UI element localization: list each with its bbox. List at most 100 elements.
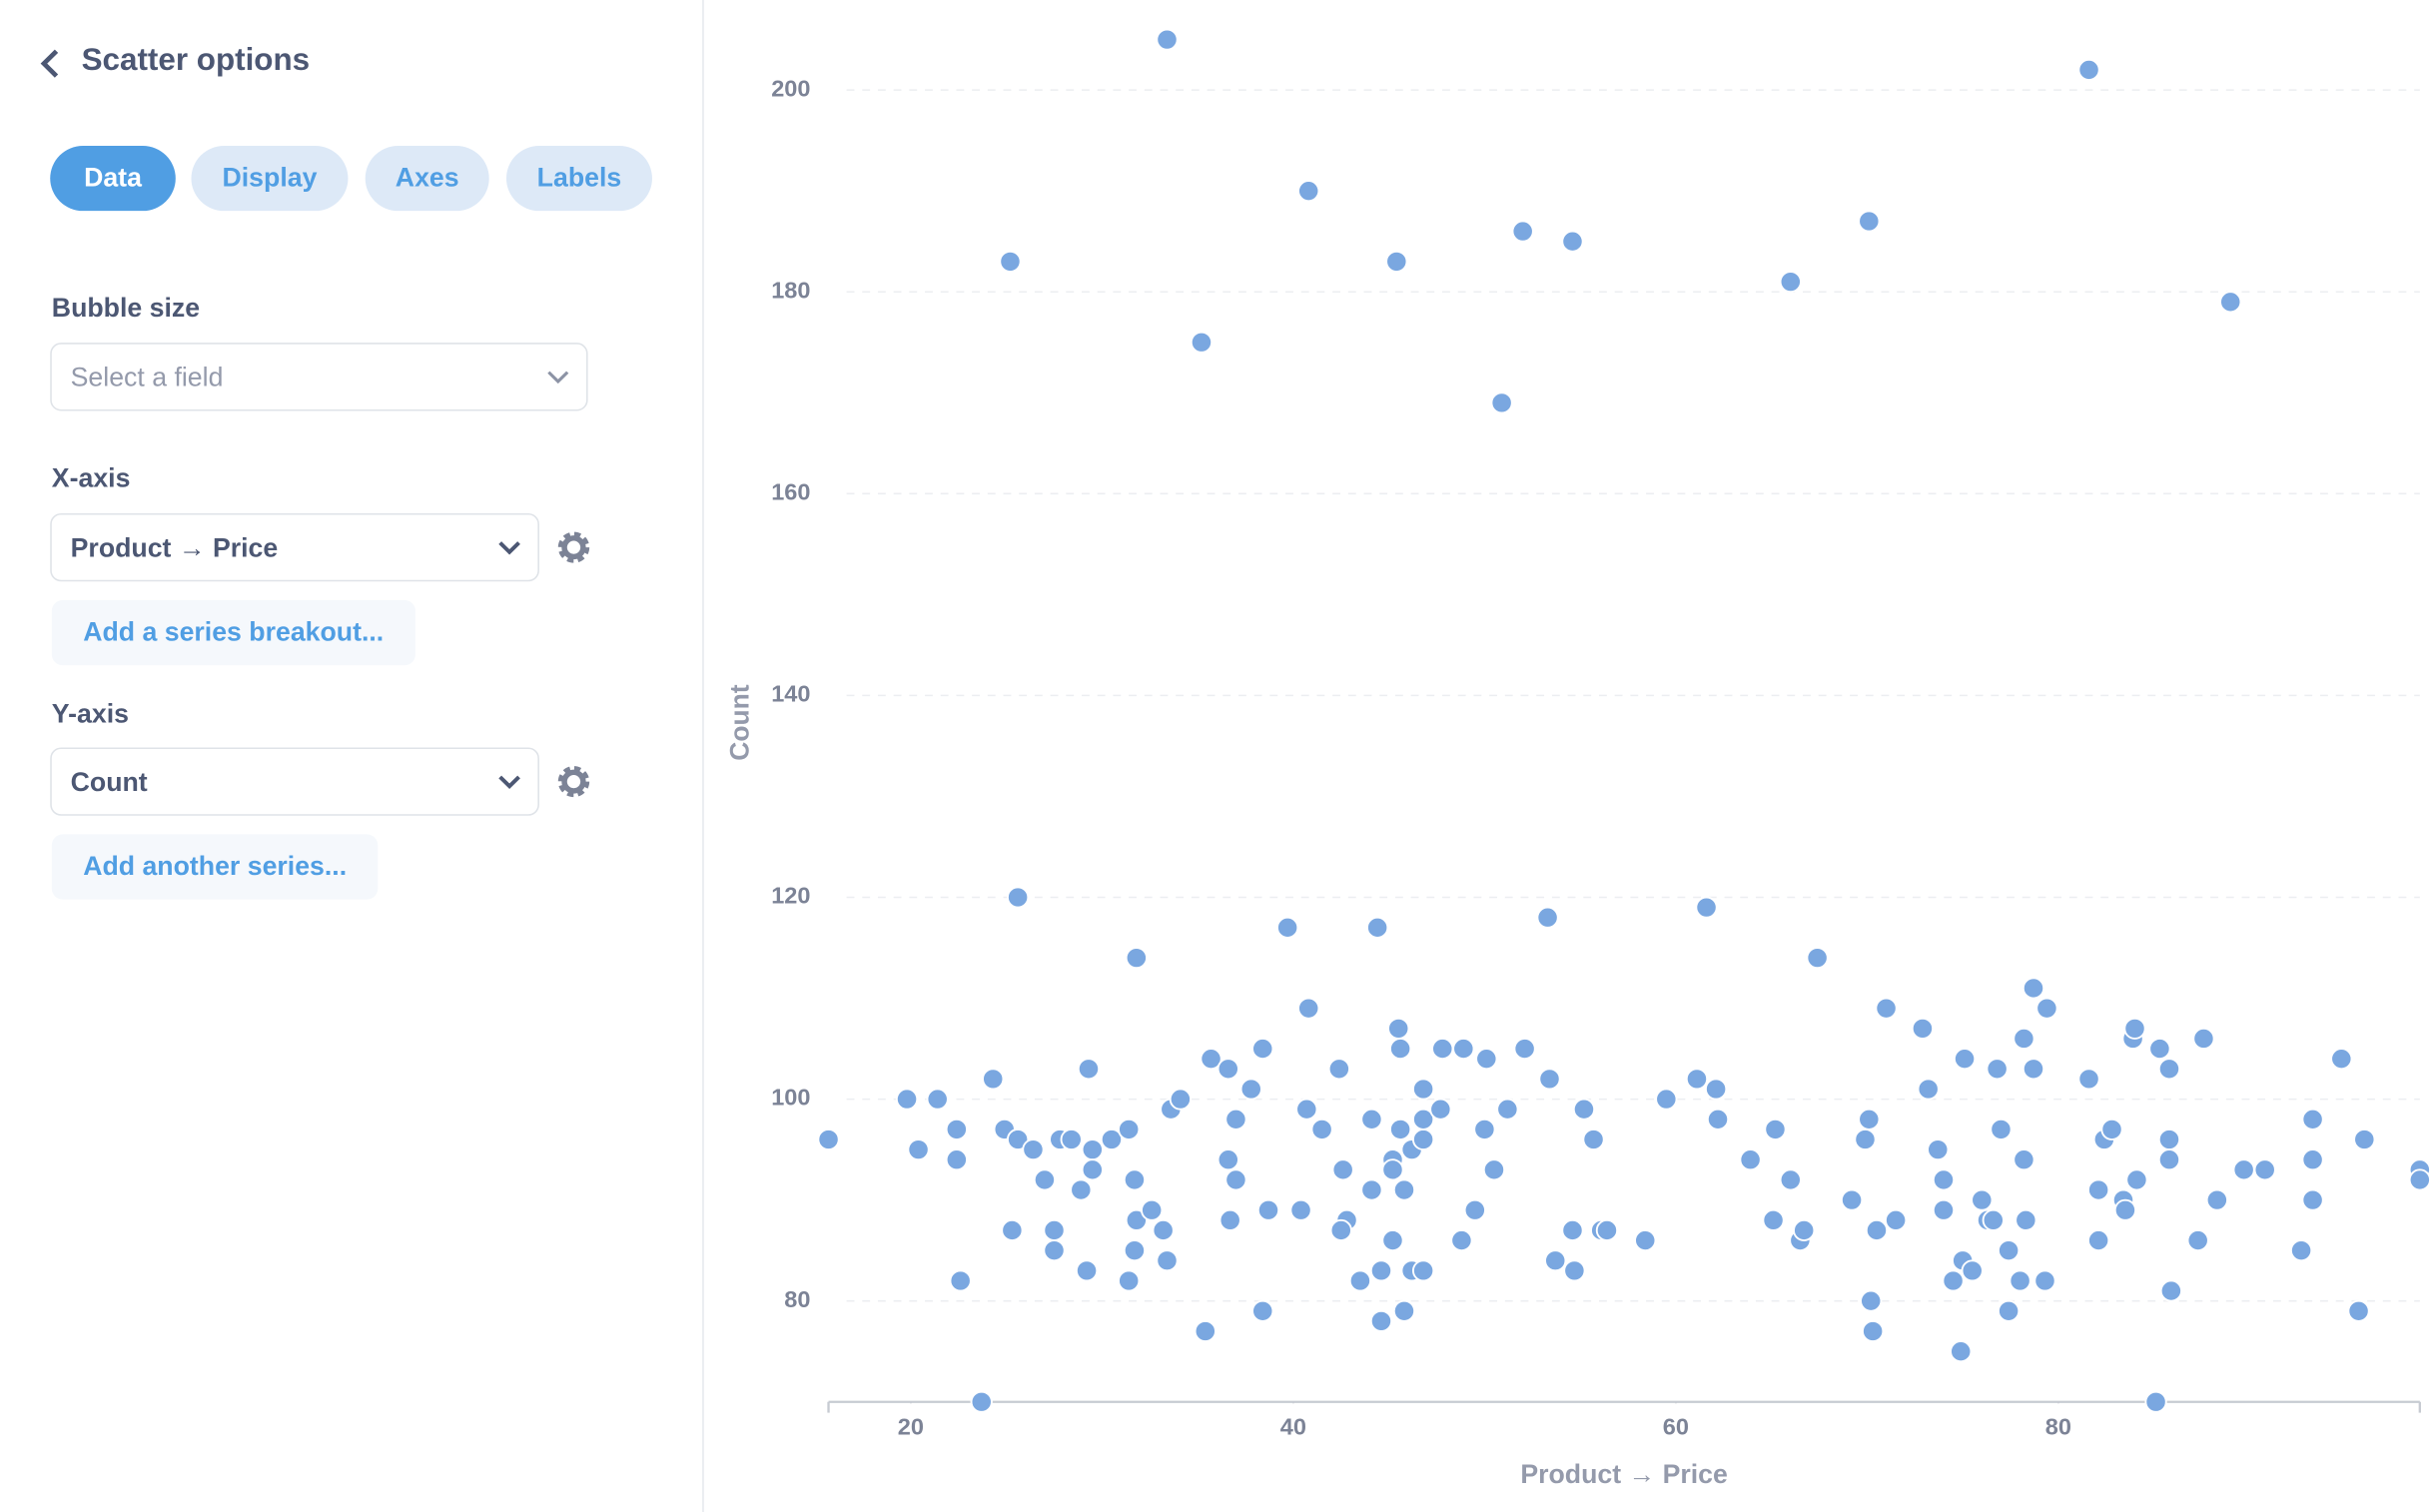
point bbox=[1582, 1128, 1605, 1151]
point bbox=[949, 1269, 972, 1292]
point bbox=[1544, 1249, 1567, 1272]
point bbox=[1297, 180, 1320, 203]
point bbox=[2330, 1048, 2353, 1071]
point bbox=[1006, 1128, 1030, 1151]
point bbox=[1932, 1168, 1956, 1191]
point bbox=[1429, 1098, 1452, 1121]
point bbox=[1275, 916, 1299, 939]
point bbox=[1118, 1269, 1141, 1292]
tab[interactable]: Axes bbox=[365, 145, 489, 212]
field-label: Bubble size bbox=[51, 293, 201, 323]
point bbox=[2301, 1188, 2324, 1211]
point bbox=[1961, 1259, 1984, 1282]
point bbox=[2100, 1118, 2123, 1140]
point bbox=[1006, 886, 1030, 909]
point bbox=[1950, 1340, 1973, 1363]
add-button[interactable]: Add a series breakout... bbox=[51, 599, 415, 666]
y-tick-label: 200 bbox=[771, 75, 810, 101]
point bbox=[2301, 1108, 2324, 1131]
select[interactable]: Count bbox=[50, 747, 539, 816]
point bbox=[1685, 1068, 1709, 1091]
point bbox=[1392, 1299, 1416, 1322]
chevron bbox=[498, 775, 520, 790]
point bbox=[895, 1088, 919, 1111]
point bbox=[1865, 1218, 1889, 1241]
point bbox=[1806, 947, 1829, 970]
point bbox=[1100, 1128, 1124, 1151]
point bbox=[1329, 1218, 1352, 1241]
point bbox=[1297, 997, 1320, 1020]
point bbox=[1411, 1128, 1435, 1151]
point bbox=[1997, 1299, 2021, 1322]
point bbox=[1563, 1259, 1586, 1282]
point bbox=[1033, 1168, 1057, 1191]
point bbox=[1536, 906, 1559, 929]
point bbox=[1224, 1108, 1247, 1131]
point bbox=[2253, 1158, 2276, 1181]
sidebar: Scatter options Data Display Axes Labels… bbox=[0, 0, 704, 1512]
point bbox=[1655, 1088, 1678, 1111]
tab[interactable]: Data bbox=[50, 145, 176, 212]
x-tick-label: 20 bbox=[898, 1413, 924, 1439]
point bbox=[2144, 1390, 2167, 1413]
gear-icon[interactable] bbox=[555, 529, 593, 566]
point bbox=[2157, 1058, 2181, 1081]
point bbox=[1511, 220, 1534, 243]
point bbox=[1310, 1118, 1333, 1140]
point bbox=[1411, 1078, 1435, 1101]
point bbox=[2009, 1269, 2031, 1292]
point bbox=[982, 1068, 1005, 1091]
point bbox=[1538, 1068, 1561, 1091]
point bbox=[1224, 1168, 1247, 1191]
back-icon[interactable] bbox=[35, 47, 66, 81]
point bbox=[1381, 1158, 1404, 1181]
select[interactable]: Product → Price bbox=[50, 512, 539, 582]
point bbox=[1860, 1289, 1883, 1312]
point bbox=[1953, 1048, 1977, 1071]
tab[interactable]: Labels bbox=[505, 145, 652, 212]
point bbox=[1075, 1259, 1099, 1282]
point bbox=[1854, 1128, 1877, 1151]
point bbox=[1125, 947, 1148, 970]
point bbox=[1858, 210, 1881, 233]
gear-icon[interactable] bbox=[555, 763, 593, 800]
point bbox=[1369, 1259, 1393, 1282]
point bbox=[1490, 391, 1513, 414]
point bbox=[2159, 1279, 2183, 1302]
point bbox=[1152, 1218, 1175, 1241]
point bbox=[1141, 1198, 1164, 1221]
add-button[interactable]: Add another series... bbox=[51, 834, 379, 900]
point bbox=[1917, 1078, 1940, 1101]
tab[interactable]: Display bbox=[191, 145, 349, 212]
point bbox=[1360, 1108, 1383, 1131]
point bbox=[2113, 1198, 2137, 1221]
point bbox=[2219, 291, 2242, 314]
point bbox=[1060, 1128, 1083, 1151]
point bbox=[1348, 1269, 1372, 1292]
y-tick-label: 120 bbox=[771, 883, 810, 909]
point bbox=[1942, 1269, 1965, 1292]
point bbox=[1431, 1038, 1454, 1061]
point bbox=[1473, 1118, 1496, 1140]
point bbox=[1634, 1229, 1657, 1252]
point bbox=[2077, 1068, 2100, 1091]
point bbox=[1251, 1038, 1274, 1061]
point bbox=[2157, 1148, 2181, 1171]
y-tick-label: 140 bbox=[771, 681, 810, 707]
x-tick-label: 60 bbox=[1663, 1413, 1689, 1439]
point bbox=[2205, 1188, 2228, 1211]
point bbox=[1496, 1098, 1519, 1121]
point bbox=[1739, 1148, 1762, 1171]
point bbox=[1762, 1208, 1785, 1231]
point bbox=[1156, 1249, 1179, 1272]
point bbox=[1043, 1218, 1066, 1241]
point bbox=[817, 1128, 840, 1151]
point bbox=[1190, 331, 1214, 354]
point bbox=[1331, 1158, 1354, 1181]
point bbox=[1971, 1188, 1994, 1211]
point bbox=[2408, 1168, 2431, 1191]
select[interactable]: Select a field bbox=[50, 343, 588, 411]
point bbox=[2035, 997, 2058, 1020]
